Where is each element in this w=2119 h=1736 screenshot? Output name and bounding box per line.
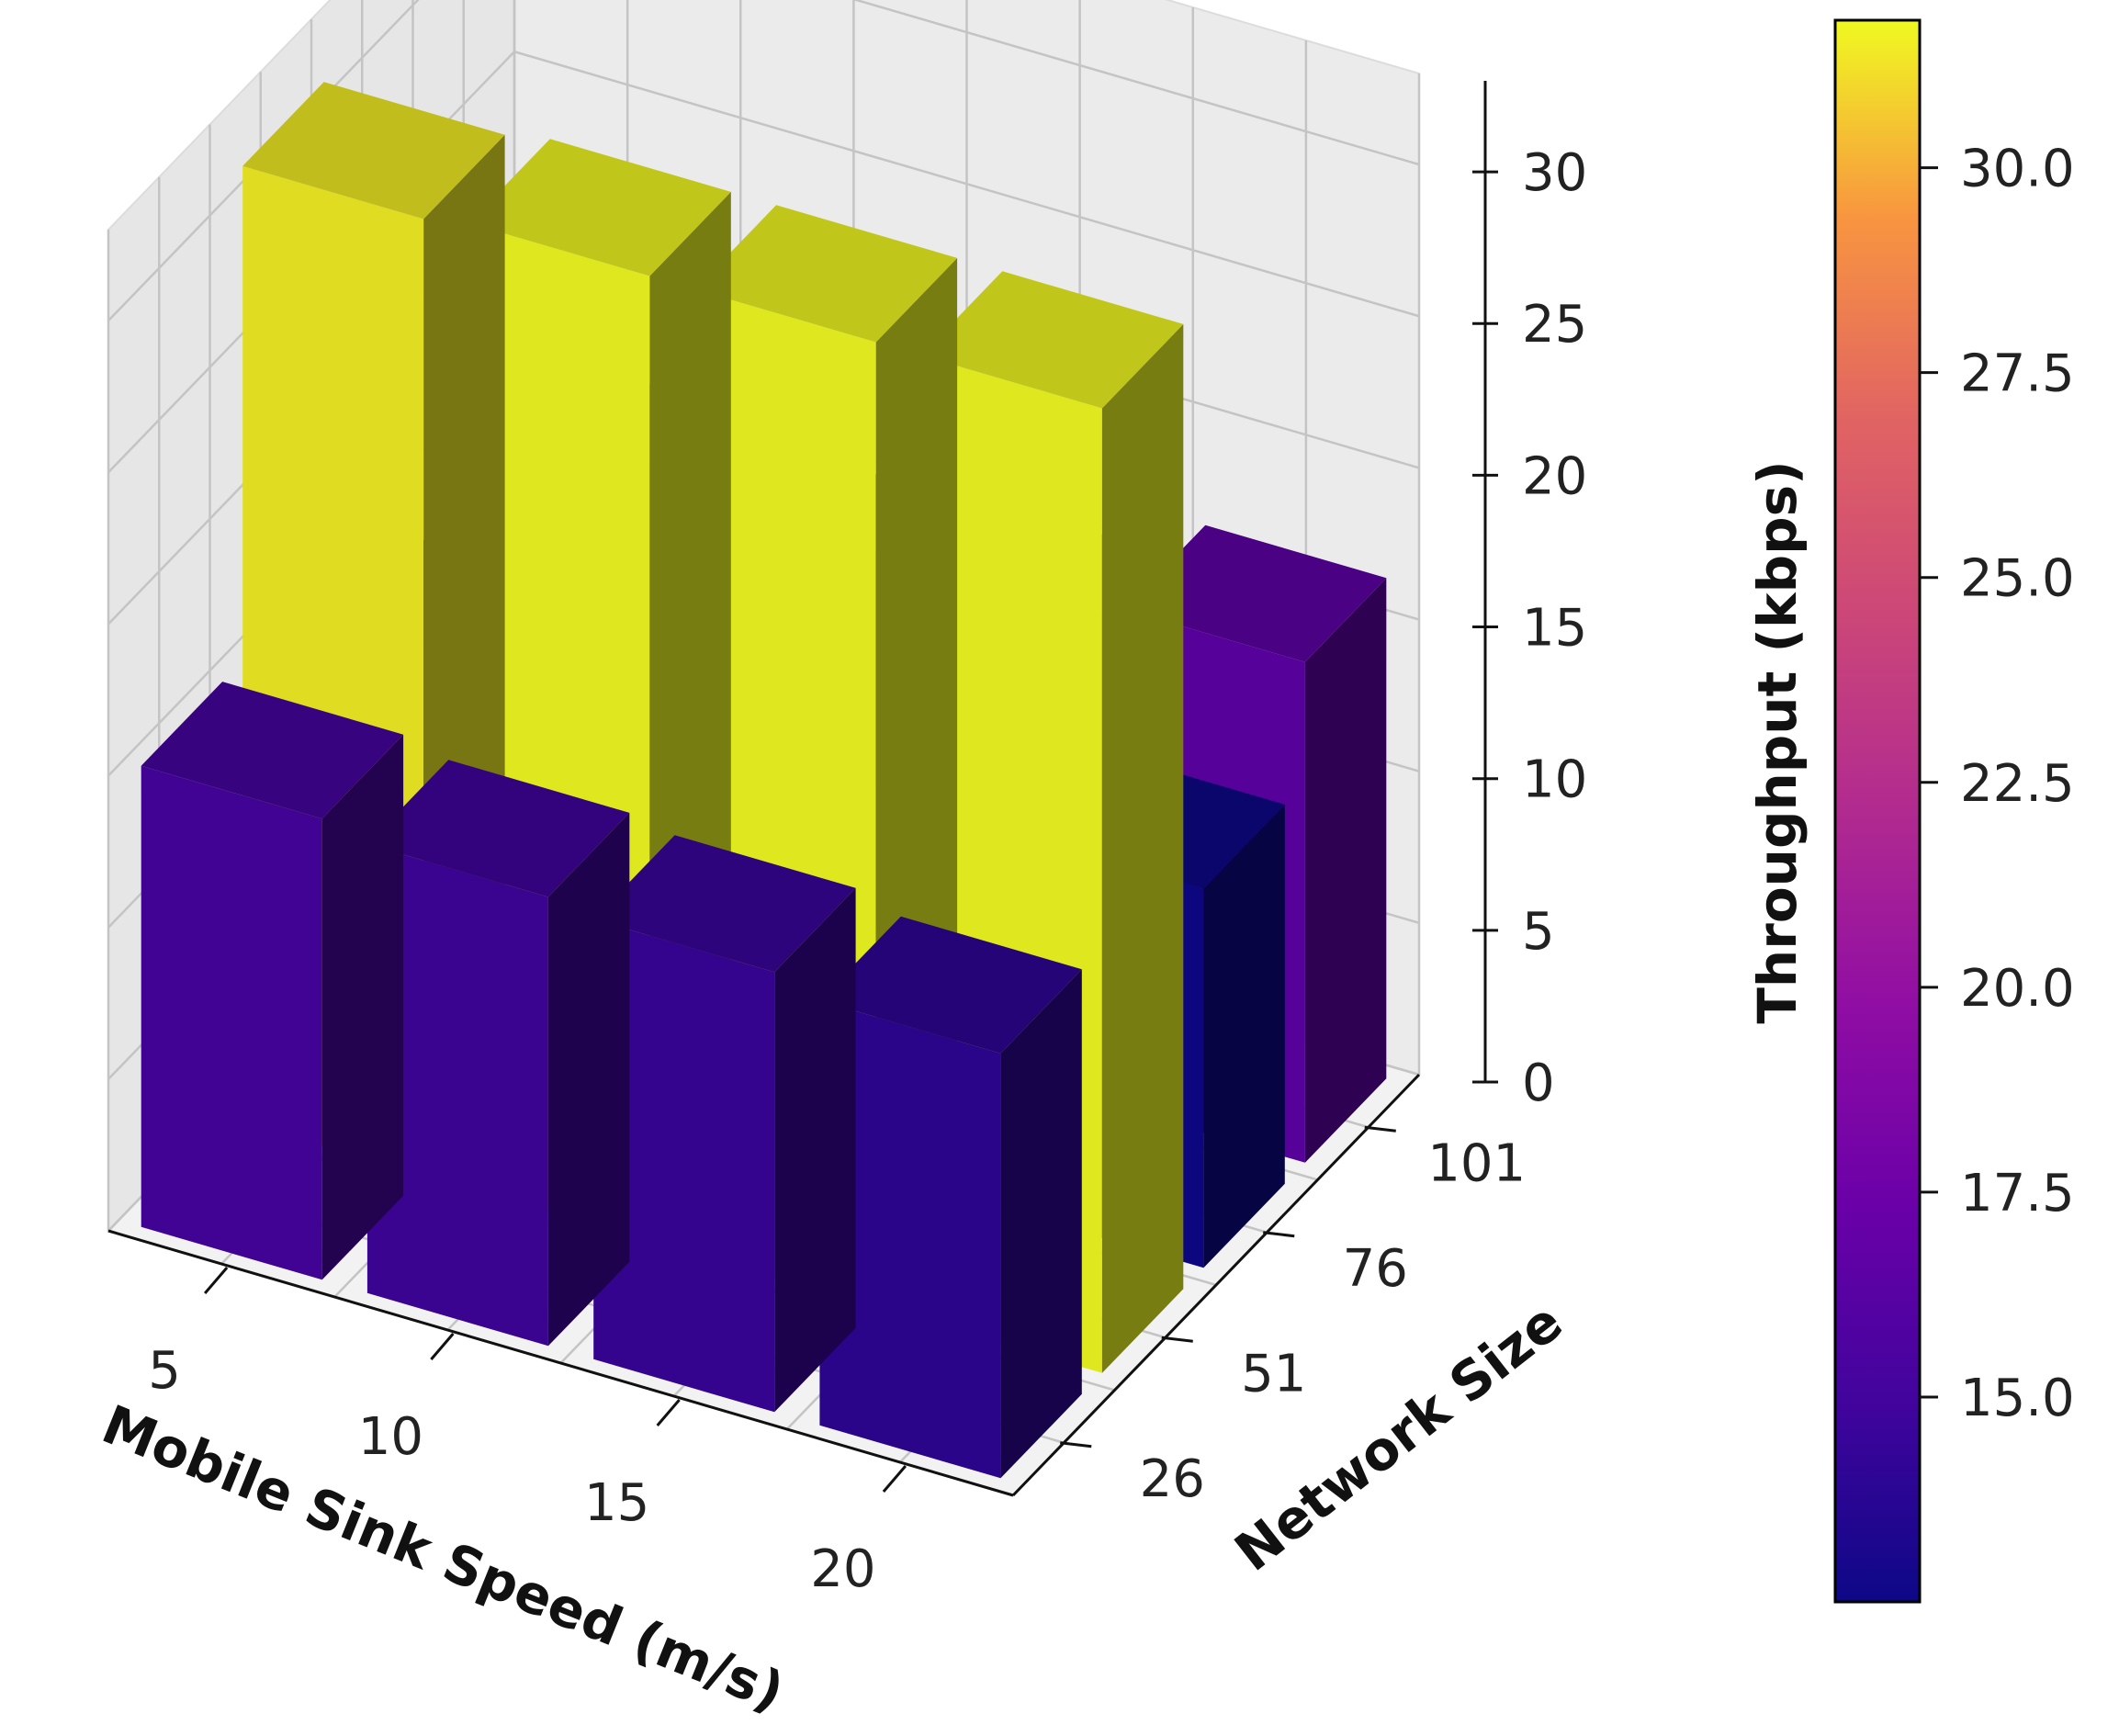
colorbar-tick-label: 15.0 [1960,1369,2075,1428]
z-tick-label: 10 [1522,750,1587,810]
bar-side-face [1304,578,1387,1163]
bar-top-face [1123,524,1387,662]
colorbar-ticks: 15.0 17.5 20.0 22.5 25.0 27.5 30.0 [1920,140,2075,1428]
y-tick [1060,1441,1092,1449]
x-tick-label: 15 [584,1473,649,1533]
x-axis-line [107,1229,1014,1497]
colorbar-tick-label: 20.0 [1960,959,2075,1019]
z-tick-label: 30 [1522,143,1587,203]
y-axis-label: Network Size [1223,1291,1574,1584]
bar-front-face [366,843,548,1347]
y-tick-label: 76 [1343,1239,1408,1299]
bar [819,916,1082,1479]
bar-top-face [141,682,404,819]
bar-top-face [593,835,856,973]
x-tick-label: 10 [358,1407,423,1467]
bar-side-face [547,812,630,1347]
x-tick [430,1333,455,1360]
y-axis-line [1011,1073,1421,1497]
bar-side-face [1000,969,1082,1479]
y-tick-label: 101 [1427,1133,1526,1193]
bar-top-face [920,271,1184,409]
z-axis-label: Throughput (kbps) [1746,460,1809,1023]
y-tick [1161,1336,1193,1343]
bar-top-face [819,916,1082,1054]
bar-side-face [1203,804,1285,1268]
bar-front-face [819,1000,1001,1479]
bar-front-face [141,765,322,1280]
z-tick-label: 20 [1522,446,1587,506]
bar-top-face [468,139,731,276]
z-tick-label: 5 [1522,902,1555,962]
z-tick-label: 25 [1522,295,1587,355]
z-tick-label: 15 [1522,599,1587,659]
axes: 0 5 10 15 20 25 30 5 10 15 20 26 51 76 101 [107,81,1587,1599]
y-tick-label: 26 [1140,1449,1205,1509]
x-axis-label: Mobile Sink Speed (m/s) [94,1392,793,1723]
bar [141,682,404,1280]
colorbar-gradient [1833,18,1922,1604]
y-tick [1263,1231,1295,1238]
colorbar-tick-label: 27.5 [1960,344,2075,404]
x-tick [203,1267,229,1294]
x-tick [882,1465,907,1493]
x-tick-label: 5 [148,1341,181,1401]
y-tick-label: 51 [1241,1344,1306,1403]
bar-top-face [694,205,958,343]
bar-side-face [774,887,856,1413]
z-tick-label: 0 [1522,1054,1555,1113]
colorbar-tick-label: 30.0 [1960,140,2075,199]
colorbar-tick-label: 25.0 [1960,549,2075,609]
colorbar: 15.0 17.5 20.0 22.5 25.0 27.5 30.0 [1833,18,2075,1604]
bar-top-face [366,760,630,897]
bar-top-face [242,82,505,220]
x-tick [656,1399,681,1426]
bar-side-face [1101,323,1184,1373]
x-tick-label: 20 [810,1539,875,1599]
bars [141,82,1387,1479]
colorbar-tick-label: 17.5 [1960,1164,2075,1223]
bar-side-face [321,734,404,1280]
colorbar-tick-label: 22.5 [1960,754,2075,814]
y-tick [1364,1125,1396,1133]
bar [593,835,856,1413]
bar-front-face [593,919,775,1413]
bar [366,760,630,1347]
